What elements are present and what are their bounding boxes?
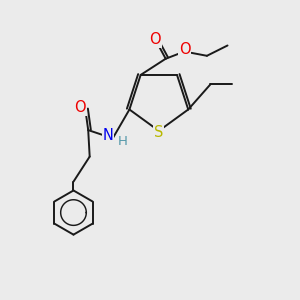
Text: O: O xyxy=(150,32,161,47)
Text: S: S xyxy=(154,125,164,140)
Text: H: H xyxy=(118,135,128,148)
Text: N: N xyxy=(103,128,113,143)
Text: O: O xyxy=(179,42,190,57)
Text: O: O xyxy=(74,100,86,115)
